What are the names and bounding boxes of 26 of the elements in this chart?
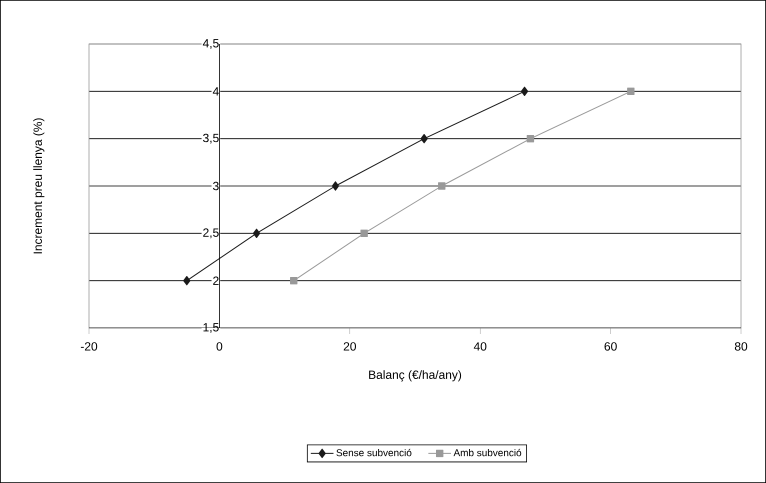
x-tick-label: 80 bbox=[734, 342, 748, 351]
x-tick-label: 40 bbox=[474, 342, 486, 351]
point bbox=[360, 230, 368, 238]
point bbox=[183, 276, 190, 286]
legend-label: Sense subvenció bbox=[336, 448, 412, 456]
y-tick-label: 4,5 bbox=[202, 39, 219, 49]
x-axis-title: Balanç (€/ha/any) bbox=[369, 370, 462, 382]
point bbox=[332, 181, 340, 191]
x-tick-label: 0 bbox=[216, 342, 222, 351]
point bbox=[526, 134, 534, 142]
y-tick-label: 3 bbox=[213, 182, 219, 190]
legend-label: Amb subvenció bbox=[454, 448, 522, 456]
y-axis-title: Increment preu llenya (%) bbox=[33, 118, 44, 254]
point bbox=[438, 182, 446, 190]
x-tick-label: -20 bbox=[80, 342, 98, 351]
point bbox=[420, 134, 428, 144]
x-tick-label: 60 bbox=[604, 342, 617, 351]
x-tick-label: 20 bbox=[344, 342, 356, 351]
y-tick-label: 4 bbox=[212, 87, 219, 96]
point bbox=[290, 276, 298, 284]
point bbox=[627, 88, 635, 96]
y-tick-label: 2 bbox=[213, 276, 219, 285]
point bbox=[252, 228, 260, 238]
point bbox=[520, 86, 528, 96]
y-tick-label: 2,5 bbox=[203, 228, 219, 238]
y-tick-label: 3,5 bbox=[203, 134, 219, 144]
